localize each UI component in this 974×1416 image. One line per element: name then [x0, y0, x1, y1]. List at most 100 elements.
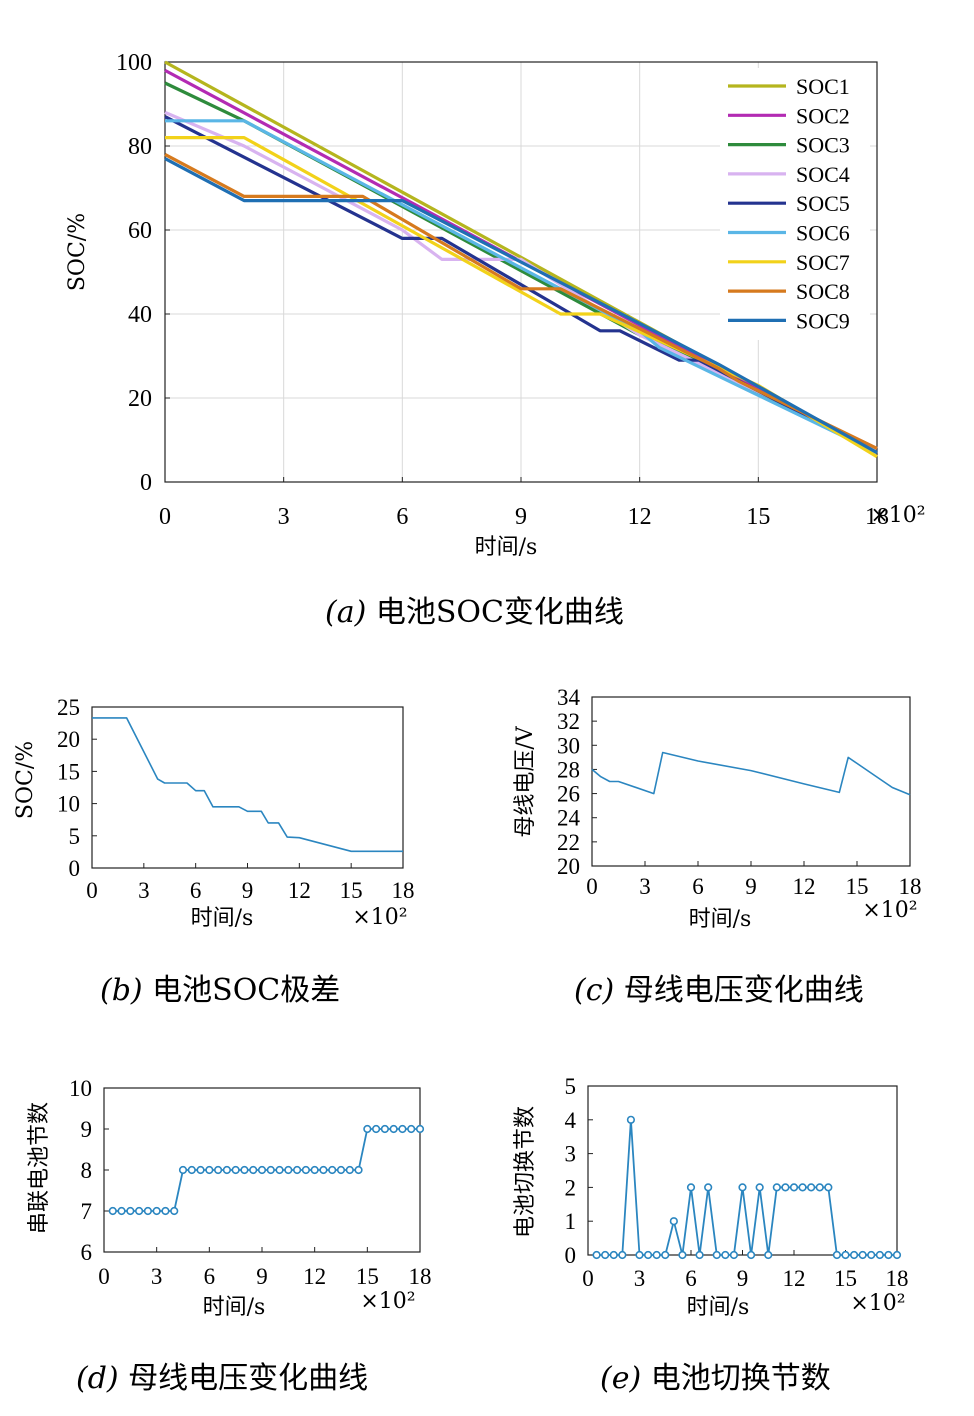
- data-point: [380, 1124, 389, 1134]
- x-axis-label: 时间/s: [203, 1295, 266, 1320]
- x-tick-label: 18: [886, 1266, 909, 1291]
- data-point: [135, 1206, 144, 1216]
- y-tick-label: 100: [116, 50, 152, 76]
- data-point: [231, 1165, 240, 1175]
- x-multiplier-label: ×10²: [870, 503, 925, 528]
- plot-frame: [103, 1087, 421, 1253]
- y-tick-label: 26: [557, 782, 580, 807]
- data-point: [661, 1250, 670, 1260]
- y-axis-label: SOC/%: [13, 741, 38, 819]
- data-point: [354, 1165, 363, 1175]
- x-tick-label: 0: [98, 1264, 110, 1289]
- x-tick-label: 12: [793, 874, 816, 899]
- legend-label-soc5: SOC5: [796, 191, 850, 216]
- data-point: [652, 1250, 661, 1260]
- y-tick-label: 5: [69, 824, 81, 849]
- data-point: [117, 1206, 126, 1216]
- data-point: [407, 1124, 416, 1134]
- data-point: [187, 1165, 196, 1175]
- data-point: [686, 1183, 696, 1192]
- data-point: [669, 1217, 678, 1226]
- x-tick-label: 9: [256, 1264, 268, 1289]
- x-tick-label: 15: [356, 1264, 379, 1289]
- x-tick-label: 15: [846, 874, 869, 899]
- data-point: [363, 1124, 372, 1134]
- y-tick-label: 20: [128, 386, 152, 412]
- data-point: [764, 1250, 773, 1260]
- data-point: [858, 1250, 867, 1260]
- data-point: [721, 1250, 730, 1260]
- x-tick-label: 12: [783, 1266, 806, 1291]
- x-tick-label: 12: [303, 1264, 326, 1289]
- y-tick-label: 0: [69, 856, 81, 881]
- y-tick-label: 8: [81, 1158, 93, 1183]
- data-point: [609, 1250, 618, 1260]
- y-tick-label: 5: [565, 1074, 577, 1099]
- x-multiplier-label: ×10²: [352, 905, 407, 930]
- y-tick-label: 10: [57, 792, 80, 817]
- data-point: [240, 1165, 249, 1175]
- x-tick-label: 6: [685, 1266, 697, 1291]
- y-tick-label: 25: [57, 695, 80, 720]
- y-tick-label: 32: [557, 709, 580, 734]
- y-tick-label: 40: [128, 302, 152, 328]
- x-axis-label: 时间/s: [475, 535, 538, 560]
- chart-b-soc-range: 0 3 6 9 12 15 18 0 5 10 15 20 25 时间/s SOC/% ×10²: [13, 695, 415, 931]
- data-point: [841, 1250, 850, 1260]
- data-point: [161, 1206, 170, 1216]
- data-point: [729, 1250, 739, 1260]
- data-point: [643, 1250, 653, 1260]
- legend-label-soc6: SOC6: [796, 221, 850, 246]
- y-tick-label: 20: [557, 854, 580, 879]
- data-point: [849, 1250, 859, 1260]
- series-line-1: [591, 751, 911, 796]
- y-tick-label: 28: [557, 757, 580, 782]
- data-point: [196, 1165, 205, 1175]
- legend-label-soc3: SOC3: [796, 133, 850, 158]
- data-point: [746, 1250, 756, 1260]
- x-tick-label: 18: [409, 1264, 432, 1289]
- x-tick-label: 6: [692, 874, 704, 899]
- series-line-soc8: [164, 152, 878, 450]
- x-tick-label: 18: [899, 874, 922, 899]
- series-line-soc5: [164, 115, 878, 455]
- x-tick-label: 9: [515, 504, 527, 530]
- data-point: [415, 1124, 425, 1134]
- data-point: [618, 1250, 627, 1260]
- legend-label-soc1: SOC1: [796, 74, 850, 99]
- caption-d: (d) 母线电压变化曲线: [76, 1361, 368, 1396]
- data-point: [214, 1165, 223, 1175]
- x-axis-label: 时间/s: [689, 907, 752, 932]
- data-point: [126, 1206, 135, 1216]
- x-multiplier-label: ×10²: [850, 1291, 905, 1316]
- caption-e: (e) 电池切换节数: [600, 1361, 831, 1396]
- data-point: [152, 1206, 161, 1216]
- y-axis-label: 串联电池节数: [27, 1102, 52, 1234]
- y-tick-label: 9: [81, 1117, 93, 1142]
- plot-frame: [587, 1085, 898, 1256]
- series-line-1: [596, 1118, 897, 1256]
- y-tick-label: 7: [81, 1199, 93, 1224]
- data-point: [892, 1250, 902, 1260]
- legend-label-soc8: SOC8: [796, 279, 850, 304]
- data-point: [284, 1165, 293, 1175]
- x-multiplier-label: ×10²: [360, 1289, 415, 1314]
- data-point: [345, 1165, 354, 1175]
- x-tick-label: 9: [745, 874, 757, 899]
- x-tick-label: 6: [190, 878, 202, 903]
- x-tick-label: 6: [204, 1264, 216, 1289]
- data-point: [626, 1115, 636, 1124]
- y-tick-label: 0: [565, 1243, 577, 1268]
- legend-label-soc2: SOC2: [796, 103, 850, 128]
- x-tick-label: 6: [396, 504, 408, 530]
- caption-b: (b) 电池SOC极差: [100, 973, 340, 1008]
- data-point: [884, 1250, 893, 1260]
- series-line-1: [92, 717, 403, 853]
- x-tick-label: 0: [582, 1266, 594, 1291]
- data-point: [398, 1124, 407, 1134]
- y-tick-label: 2: [565, 1175, 577, 1200]
- y-tick-label: 10: [69, 1076, 92, 1101]
- chart-d-series-count: 0 3 6 9 12 15 18 6 7 8 9 10 时间/s 串联电池节数 ×10²: [27, 1076, 432, 1320]
